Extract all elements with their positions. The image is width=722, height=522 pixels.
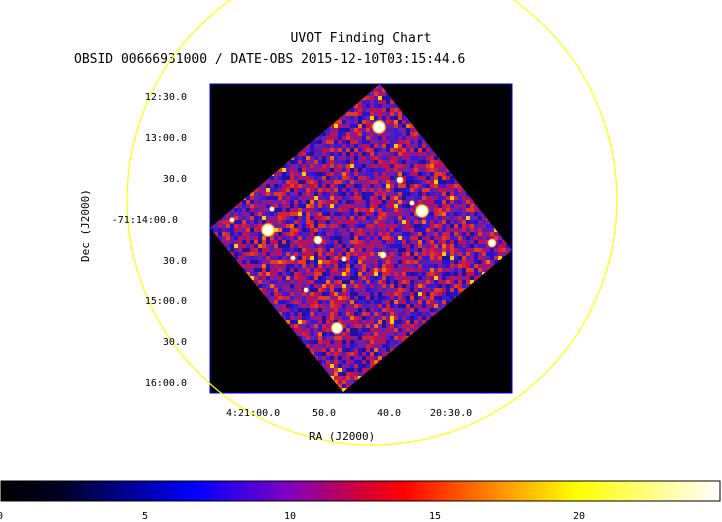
dec-tick-label: 16:00.0 <box>110 378 187 389</box>
dec-tick-label: 12:30.0 <box>110 92 187 103</box>
colorbar <box>0 480 722 502</box>
dec-tick-label: 15:00.0 <box>110 296 187 307</box>
dec-tick-label: 13:00.0 <box>110 133 187 144</box>
dec-tick-label: 30.0 <box>110 337 187 348</box>
dec-axis-label: Dec (J2000) <box>79 189 92 262</box>
ra-tick-label: 40.0 <box>377 408 401 419</box>
finding-chart-image <box>0 0 722 480</box>
dec-tick-label: 30.0 <box>110 256 187 267</box>
dec-tick-label: -71:14:00.0 <box>100 215 178 226</box>
colorbar-gradient <box>1 481 720 501</box>
ra-axis-label: RA (J2000) <box>309 430 375 443</box>
ra-tick-label: 50.0 <box>312 408 336 419</box>
ra-tick-label: 4:21:00.0 <box>226 408 280 419</box>
dec-tick-label: 30.0 <box>110 174 187 185</box>
ra-tick-label: 20:30.0 <box>430 408 472 419</box>
